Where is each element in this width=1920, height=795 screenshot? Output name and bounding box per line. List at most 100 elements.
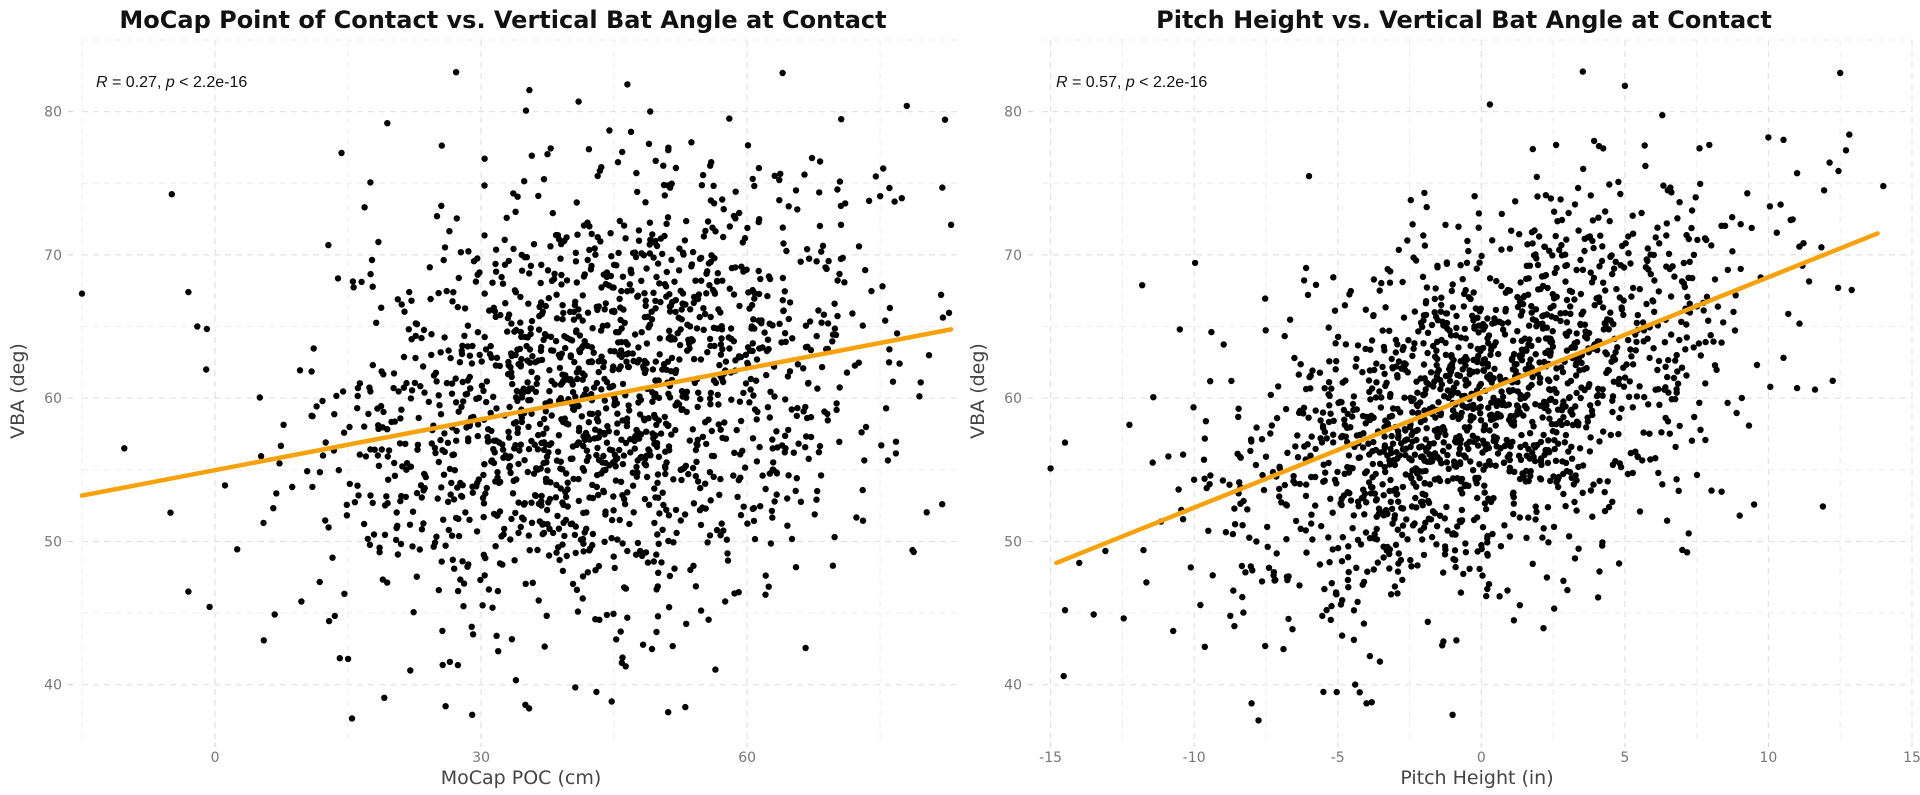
data-point (406, 288, 413, 296)
data-point (1436, 477, 1444, 485)
data-point (1409, 221, 1416, 228)
data-point (1571, 296, 1578, 303)
data-point (489, 604, 496, 611)
data-point (673, 529, 680, 537)
data-point (1750, 501, 1758, 508)
data-point (1399, 531, 1406, 538)
data-point (435, 586, 442, 594)
data-point (720, 206, 727, 213)
data-point (1640, 429, 1647, 436)
data-point (1259, 471, 1266, 479)
data-point (1625, 233, 1632, 240)
data-point (792, 487, 799, 495)
data-point (1469, 405, 1477, 413)
data-point (1231, 622, 1238, 630)
data-point (598, 353, 605, 360)
data-point (1060, 672, 1067, 680)
data-point (584, 256, 591, 264)
data-point (1547, 477, 1554, 485)
data-point (886, 346, 893, 353)
data-point (1711, 362, 1719, 369)
data-point (1318, 522, 1325, 530)
data-point (1563, 236, 1570, 243)
data-point (414, 441, 422, 448)
data-point (1392, 541, 1400, 549)
data-point (486, 351, 494, 358)
data-point (634, 293, 641, 300)
data-point (1369, 460, 1377, 468)
data-point (631, 445, 638, 452)
data-point (1438, 301, 1445, 309)
data-point (750, 517, 758, 525)
data-point (751, 535, 759, 543)
data-point (676, 356, 683, 363)
data-point (1461, 325, 1469, 333)
data-point (716, 361, 723, 369)
data-point (1547, 304, 1554, 312)
data-point (762, 572, 769, 579)
data-point (1371, 366, 1378, 374)
data-point (1474, 368, 1481, 375)
data-point (1319, 422, 1327, 430)
data-point (613, 429, 620, 436)
data-point (476, 269, 483, 276)
data-point (1615, 560, 1623, 567)
data-point (553, 549, 560, 556)
data-point (1305, 414, 1312, 421)
data-point (1785, 310, 1792, 318)
data-point (557, 255, 564, 262)
data-point (1253, 424, 1260, 431)
data-point (656, 335, 663, 342)
data-point (1372, 470, 1379, 478)
data-point (1458, 506, 1466, 514)
data-point (816, 158, 824, 165)
data-point (1517, 395, 1524, 402)
data-point (1518, 357, 1526, 364)
data-point (547, 145, 554, 152)
data-point (503, 214, 510, 221)
data-point (316, 578, 323, 586)
data-point (750, 316, 757, 323)
data-point (492, 362, 499, 369)
data-point (1683, 372, 1690, 379)
data-point (886, 304, 894, 312)
data-point (1617, 190, 1624, 198)
data-point (778, 339, 785, 346)
data-point (495, 648, 502, 655)
data-point (549, 209, 556, 217)
data-point (1543, 574, 1551, 581)
data-point (376, 544, 383, 551)
data-point (1676, 422, 1683, 430)
data-point (460, 603, 467, 610)
x-tick-label: 15 (1903, 750, 1920, 766)
data-point (671, 565, 678, 572)
data-point (1610, 265, 1618, 272)
data-point (451, 467, 458, 474)
data-point (1463, 259, 1471, 266)
data-point (1325, 534, 1332, 541)
data-point (325, 617, 333, 625)
data-point (1543, 311, 1551, 318)
data-point (1262, 453, 1270, 460)
data-point (361, 204, 368, 211)
data-point (1484, 585, 1491, 593)
data-point (694, 403, 701, 411)
data-point (474, 479, 481, 487)
data-point (641, 357, 648, 365)
data-point (619, 460, 627, 468)
data-point (1090, 611, 1097, 618)
data-point (1442, 310, 1450, 317)
data-point (776, 320, 783, 327)
data-point (751, 182, 758, 190)
data-point (1401, 426, 1409, 433)
data-point (1449, 281, 1456, 288)
data-point (909, 546, 916, 554)
data-point (1449, 711, 1456, 718)
data-point (616, 446, 623, 454)
data-point (611, 399, 618, 407)
data-point (497, 311, 504, 319)
data-point (610, 553, 617, 560)
data-point (1811, 386, 1819, 393)
data-point (776, 176, 783, 184)
data-point (1333, 688, 1340, 696)
